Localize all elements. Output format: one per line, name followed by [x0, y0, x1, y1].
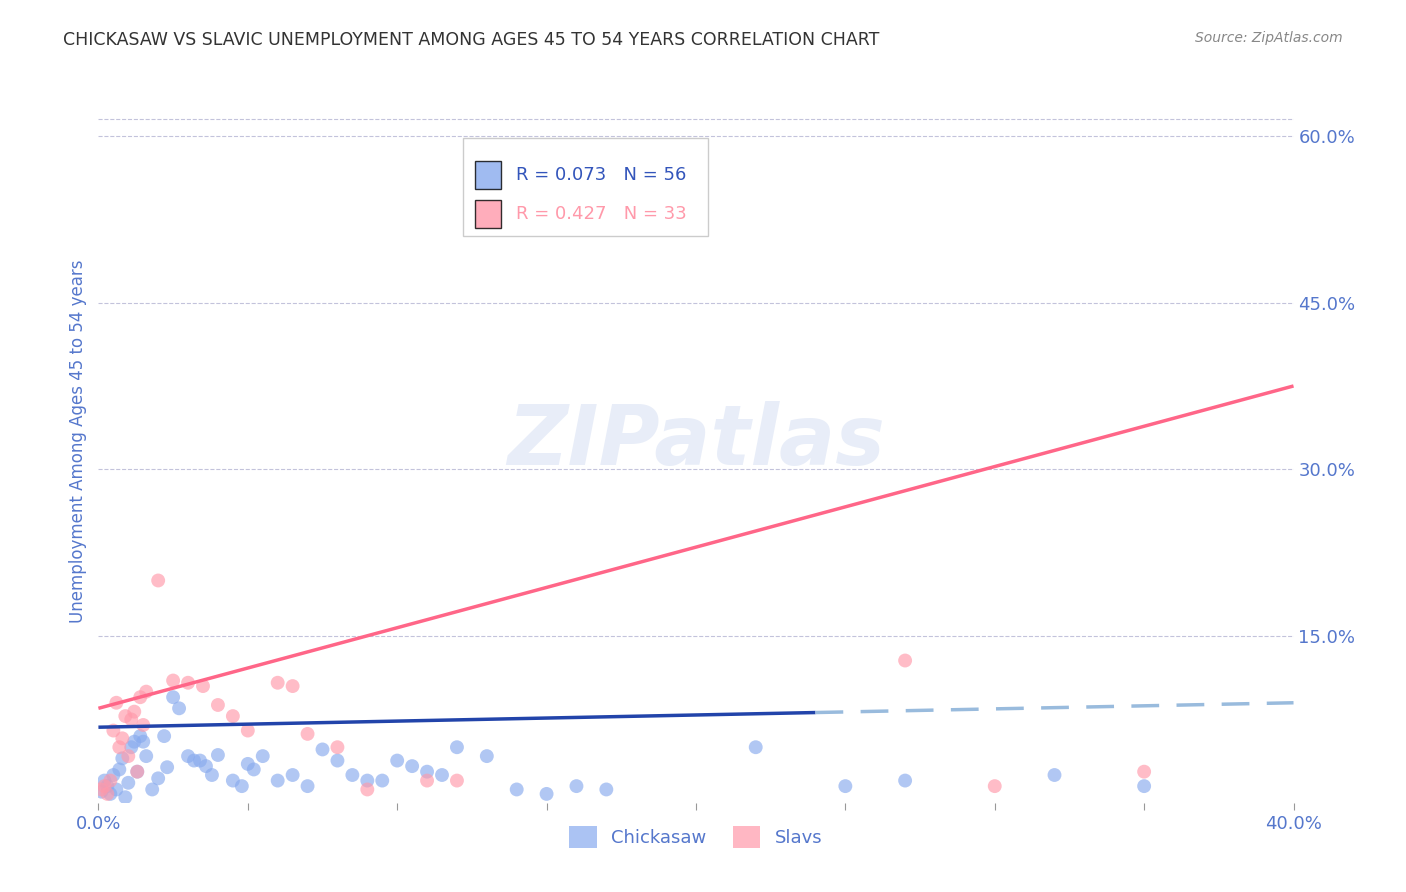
Y-axis label: Unemployment Among Ages 45 to 54 years: Unemployment Among Ages 45 to 54 years: [69, 260, 87, 624]
Point: [267, 675, 290, 690]
Point: [188, 754, 211, 768]
Point: [177, 675, 200, 690]
Point: [281, 768, 304, 782]
Point: [536, 787, 558, 801]
Point: [98, 773, 122, 788]
Point: [120, 713, 142, 727]
Point: [243, 763, 266, 777]
Point: [201, 768, 224, 782]
Point: [162, 690, 184, 705]
Point: [565, 779, 588, 793]
Point: [191, 679, 214, 693]
Point: [595, 782, 617, 797]
FancyBboxPatch shape: [475, 201, 501, 227]
FancyBboxPatch shape: [463, 138, 709, 235]
Point: [114, 790, 136, 805]
Point: [183, 754, 205, 768]
Point: [297, 727, 319, 741]
Point: [385, 754, 409, 768]
Point: [148, 772, 170, 786]
Point: [446, 773, 468, 788]
Point: [124, 734, 146, 748]
Point: [93, 779, 115, 793]
Point: [111, 731, 134, 746]
Point: [252, 749, 274, 764]
Point: [1133, 764, 1156, 779]
FancyBboxPatch shape: [475, 161, 501, 189]
Point: [127, 764, 149, 779]
Point: [103, 768, 125, 782]
Point: [129, 690, 152, 705]
Point: [195, 759, 218, 773]
Point: [356, 782, 378, 797]
Text: CHICKASAW VS SLAVIC UNEMPLOYMENT AMONG AGES 45 TO 54 YEARS CORRELATION CHART: CHICKASAW VS SLAVIC UNEMPLOYMENT AMONG A…: [63, 31, 880, 49]
Point: [90, 785, 112, 799]
Point: [132, 734, 155, 748]
Point: [117, 749, 139, 764]
Point: [148, 574, 170, 588]
Point: [96, 779, 118, 793]
Point: [103, 723, 125, 738]
Point: [93, 773, 115, 788]
Point: [416, 764, 439, 779]
Point: [281, 679, 304, 693]
Text: R = 0.427   N = 33: R = 0.427 N = 33: [516, 205, 686, 223]
Point: [342, 768, 364, 782]
Point: [98, 787, 122, 801]
Point: [1043, 768, 1066, 782]
Point: [120, 740, 142, 755]
Point: [132, 718, 155, 732]
Point: [124, 705, 146, 719]
Point: [311, 742, 333, 756]
Point: [162, 673, 184, 688]
Point: [506, 782, 529, 797]
Point: [222, 773, 245, 788]
Point: [135, 749, 157, 764]
Point: [117, 776, 139, 790]
Point: [236, 723, 259, 738]
Point: [401, 759, 423, 773]
Point: [356, 773, 378, 788]
Text: R = 0.073   N = 56: R = 0.073 N = 56: [516, 166, 686, 184]
Point: [475, 749, 498, 764]
Point: [371, 773, 394, 788]
Point: [127, 764, 149, 779]
Text: ZIPatlas: ZIPatlas: [508, 401, 884, 482]
Point: [129, 729, 152, 743]
Point: [153, 729, 176, 743]
Point: [297, 779, 319, 793]
Point: [156, 760, 179, 774]
Point: [1133, 779, 1156, 793]
Point: [114, 709, 136, 723]
Point: [177, 749, 200, 764]
Point: [96, 787, 118, 801]
Point: [108, 740, 131, 755]
Point: [222, 709, 245, 723]
Point: [111, 751, 134, 765]
Point: [446, 740, 468, 755]
Point: [984, 779, 1007, 793]
Point: [430, 768, 453, 782]
Point: [267, 773, 290, 788]
Point: [894, 653, 917, 667]
Point: [135, 684, 157, 698]
Point: [167, 701, 190, 715]
Legend: Chickasaw, Slavs: Chickasaw, Slavs: [562, 819, 830, 855]
Point: [745, 740, 768, 755]
Point: [105, 782, 128, 797]
Point: [236, 756, 259, 771]
Point: [105, 696, 128, 710]
Point: [207, 747, 229, 762]
Point: [141, 782, 163, 797]
Point: [416, 773, 439, 788]
Text: Source: ZipAtlas.com: Source: ZipAtlas.com: [1195, 31, 1343, 45]
Point: [834, 779, 856, 793]
Point: [326, 754, 349, 768]
Point: [326, 740, 349, 755]
Point: [207, 698, 229, 712]
Point: [90, 782, 112, 797]
Point: [894, 773, 917, 788]
Point: [231, 779, 253, 793]
Point: [108, 763, 131, 777]
